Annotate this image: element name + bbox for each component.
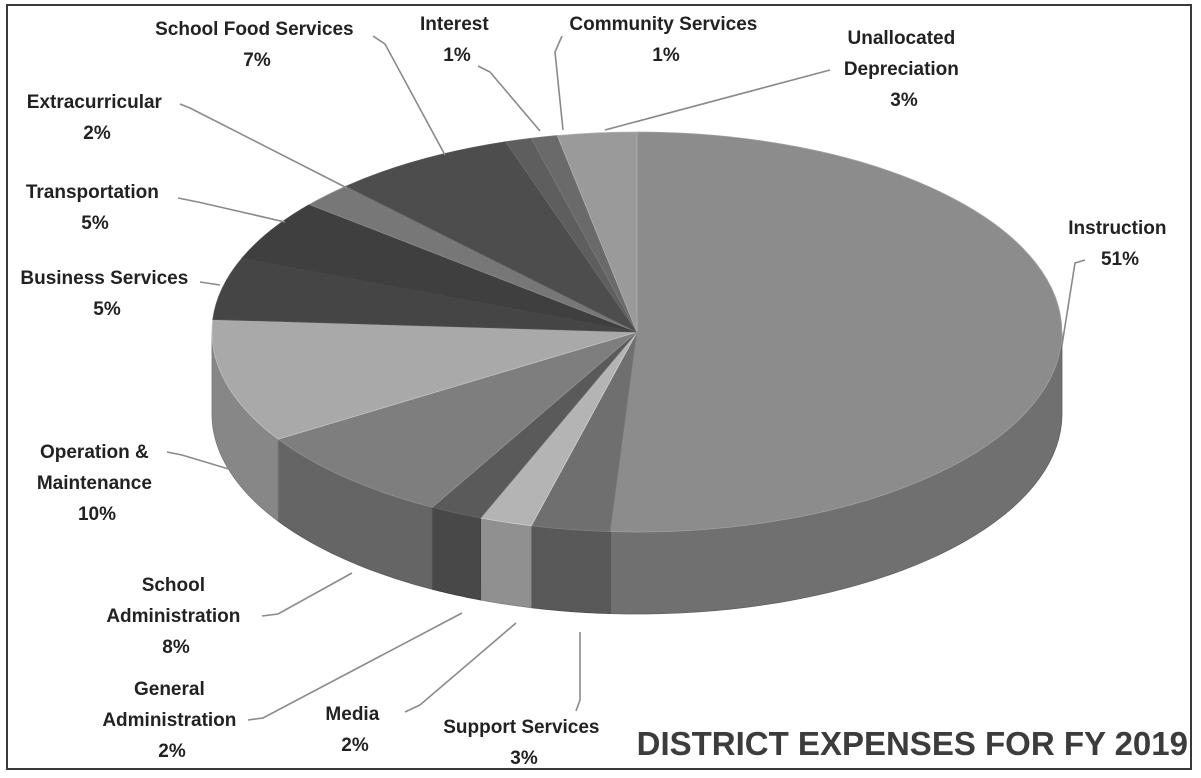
data-label-business-services: Business Services 5% (20, 268, 193, 320)
leader-line-unallocated-depreciation (604, 69, 831, 131)
pie-slice-school-administration (277, 331, 638, 508)
data-label-media: Media 2% (325, 704, 384, 756)
data-label-interest: Interest 1% (420, 14, 494, 66)
leader-line-business-services (199, 281, 221, 286)
pie-slice-school-food-services (345, 141, 638, 333)
leader-line-transportation (177, 197, 286, 223)
leader-line-media (404, 622, 517, 713)
leader-line-instruction (1061, 259, 1086, 346)
pie-side-general-administration (431, 506, 481, 601)
data-label-transportation: Transportation 5% (26, 182, 164, 234)
data-label-school-administration: School Administration 8% (106, 575, 245, 658)
data-label-community-services: Community Services 1% (569, 14, 762, 66)
data-label-operation-maintenance: Operation & Maintenance 10% (37, 442, 157, 525)
leader-line-extracurricular (179, 103, 348, 189)
data-label-instruction: Instruction 51% (1068, 218, 1171, 270)
leader-line-general-administration (247, 612, 463, 721)
pie-side-support-services (530, 525, 611, 615)
leader-line-community-services (554, 35, 564, 131)
pie-slice-instruction (609, 131, 1063, 533)
pie-slice-unallocated-depreciation (556, 131, 638, 333)
leader-lines (166, 35, 1086, 721)
slice-labels: School Food Services 7% Interest 1% Comm… (20, 14, 1171, 769)
leader-line-operation-maintenance (166, 451, 233, 471)
leader-line-support-services (575, 632, 581, 712)
data-label-general-administration: General Administration 2% (102, 679, 241, 762)
leader-line-interest (477, 65, 541, 132)
chart-title: DISTRICT EXPENSES FOR FY 2019 (637, 725, 1188, 762)
data-label-unallocated-depreciation: Unallocated Depreciation 3% (844, 28, 964, 111)
leader-line-school-administration (261, 572, 353, 617)
pie-side-media (480, 517, 532, 609)
pie-top-layer (211, 131, 1063, 533)
data-label-school-food-services: School Food Services 7% (155, 19, 359, 71)
pie-slice-operation-and-maintenance (211, 319, 638, 440)
data-label-extracurricular: Extracurricular 2% (27, 92, 167, 144)
leader-line-school-food-services (372, 35, 446, 156)
data-label-support-services: Support Services 3% (443, 717, 605, 769)
